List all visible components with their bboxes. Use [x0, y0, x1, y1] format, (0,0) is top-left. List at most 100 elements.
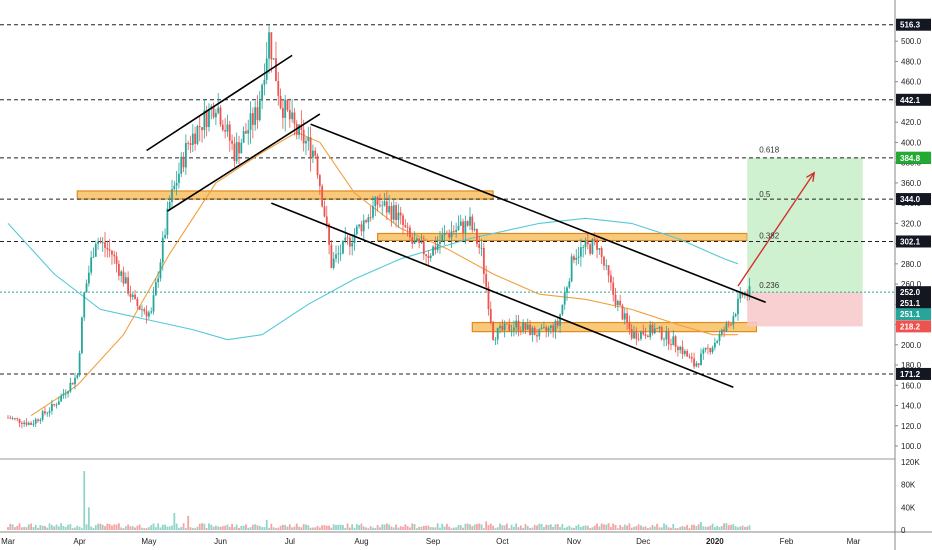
- candle-body: [593, 239, 596, 241]
- volume-bar: [367, 528, 370, 530]
- volume-bar: [681, 526, 684, 530]
- price-tag: [896, 297, 931, 310]
- candle-body: [71, 382, 74, 385]
- volume-bar: [46, 527, 49, 530]
- volume-bar: [422, 525, 425, 530]
- volume-bar: [743, 526, 746, 530]
- candle-body: [425, 254, 428, 256]
- volume-bar: [665, 524, 668, 530]
- candle-body: [281, 108, 284, 118]
- candle-body: [429, 255, 432, 258]
- price-tick-label: 200.0: [901, 341, 922, 350]
- candle-body: [406, 226, 409, 228]
- candle-body: [325, 216, 328, 225]
- volume-bar: [492, 525, 494, 530]
- volume-bar: [526, 525, 529, 530]
- candle-body: [60, 395, 63, 402]
- candle-body: [480, 247, 483, 249]
- volume-bar: [651, 525, 654, 530]
- volume-bar: [263, 527, 266, 530]
- volume-bar: [598, 526, 601, 530]
- candle-body: [175, 182, 178, 186]
- volume-bar: [62, 525, 65, 530]
- volume-bar: [402, 526, 404, 530]
- candle-body: [420, 241, 423, 244]
- candle-body: [512, 327, 515, 331]
- candle-body: [154, 282, 157, 296]
- candle-body: [704, 347, 707, 350]
- volume-bar: [180, 527, 183, 530]
- candle-body: [591, 239, 594, 254]
- price-tick-label: 160.0: [901, 381, 922, 390]
- candle-body: [436, 244, 439, 250]
- volume-bar: [605, 524, 608, 530]
- time-tick-label: Nov: [567, 537, 581, 546]
- volume-bar: [730, 524, 732, 530]
- volume-bar: [178, 527, 180, 530]
- volume-bar: [279, 525, 282, 530]
- price-tag-label: 218.2: [900, 322, 921, 331]
- volume-bar: [92, 527, 95, 530]
- volume-bar: [175, 523, 178, 530]
- candle-body: [730, 324, 732, 326]
- volume-bar: [628, 523, 631, 530]
- candle-body: [85, 283, 88, 293]
- volume-bar: [168, 526, 171, 530]
- stop-zone: [747, 292, 863, 327]
- candle-body: [459, 221, 462, 226]
- volume-bar: [268, 527, 270, 530]
- volume-bar: [351, 524, 354, 530]
- candle-body: [81, 317, 83, 354]
- volume-bar: [187, 515, 190, 530]
- candle-body: [215, 112, 217, 118]
- candle-body: [720, 329, 723, 335]
- candle-body: [180, 156, 183, 174]
- candle-body: [640, 331, 642, 339]
- candle-body: [392, 205, 395, 220]
- candle-body: [499, 325, 501, 329]
- candle-body: [716, 340, 719, 343]
- volume-bar: [686, 524, 689, 530]
- volume-bar: [97, 523, 99, 530]
- volume-bar: [201, 523, 203, 530]
- candle-body: [677, 346, 679, 351]
- candle-body: [695, 363, 698, 367]
- volume-bar: [270, 523, 273, 530]
- candle-body: [644, 334, 647, 336]
- candle-body: [688, 356, 691, 358]
- volume-bar: [307, 525, 310, 530]
- candle-body: [658, 327, 661, 329]
- volume-bar: [630, 527, 633, 530]
- candle-body: [353, 233, 356, 244]
- candle-body: [122, 271, 125, 284]
- candle-body: [614, 294, 617, 306]
- volume-bar: [224, 525, 227, 530]
- volume-bar: [473, 524, 476, 530]
- volume-bar: [316, 525, 319, 530]
- volume-bar: [415, 528, 418, 530]
- volume-bar: [291, 527, 294, 530]
- candle-body: [538, 329, 541, 337]
- candle-body: [642, 331, 645, 335]
- candle-body: [120, 271, 123, 276]
- price-tags: 516.3442.1384.7344.0302.1171.2384.8252.0…: [896, 18, 931, 380]
- candle-body: [39, 419, 42, 421]
- candle-body: [533, 327, 536, 336]
- candle-body: [136, 298, 139, 306]
- candle-body: [568, 281, 571, 288]
- volume-bar: [688, 528, 691, 530]
- candle-body: [55, 404, 58, 406]
- candle-body: [150, 311, 153, 313]
- risk-reward-box: [747, 157, 863, 327]
- volume-bar: [432, 527, 434, 530]
- candle-body: [653, 328, 656, 334]
- volume-bar: [131, 526, 134, 530]
- volume-bar: [99, 523, 102, 530]
- volume-bar: [390, 526, 393, 530]
- volume-bar: [529, 527, 531, 530]
- candle-body: [700, 353, 702, 366]
- candle-body: [187, 142, 190, 144]
- candle-body: [667, 331, 670, 345]
- volume-bar: [549, 524, 552, 530]
